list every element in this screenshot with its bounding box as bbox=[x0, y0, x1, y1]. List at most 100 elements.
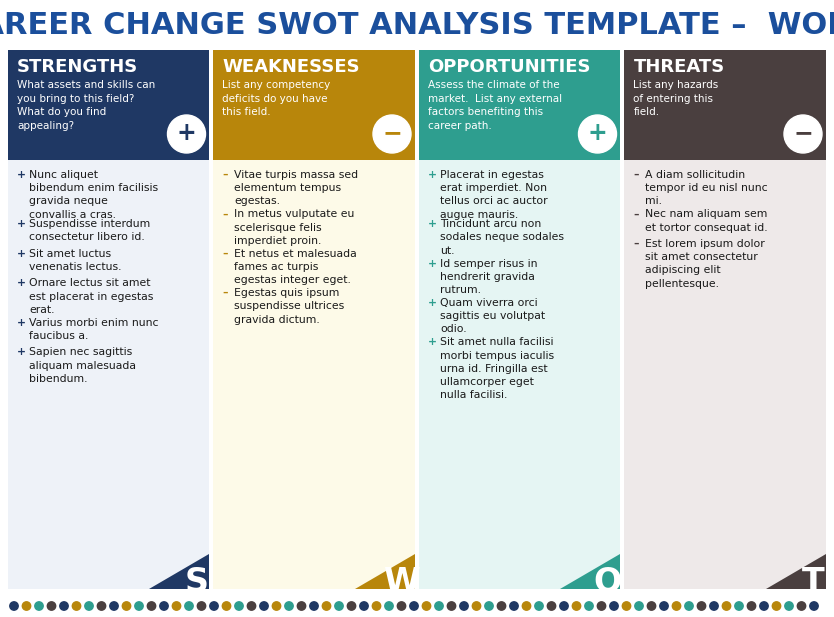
Circle shape bbox=[810, 602, 818, 610]
Text: +: + bbox=[588, 121, 607, 145]
Text: Egestas quis ipsum
suspendisse ultrices
gravida dictum.: Egestas quis ipsum suspendisse ultrices … bbox=[234, 288, 344, 325]
Text: Sapien nec sagittis
aliquam malesuada
bibendum.: Sapien nec sagittis aliquam malesuada bi… bbox=[29, 347, 136, 384]
Circle shape bbox=[597, 602, 605, 610]
Text: +: + bbox=[428, 298, 437, 308]
Circle shape bbox=[235, 602, 244, 610]
Circle shape bbox=[622, 602, 631, 610]
Circle shape bbox=[510, 602, 518, 610]
Circle shape bbox=[223, 602, 231, 610]
Text: Quam viverra orci
sagittis eu volutpat
odio.: Quam viverra orci sagittis eu volutpat o… bbox=[440, 298, 545, 334]
FancyBboxPatch shape bbox=[214, 50, 415, 160]
Circle shape bbox=[784, 115, 822, 153]
Circle shape bbox=[535, 602, 543, 610]
Circle shape bbox=[572, 602, 580, 610]
Text: +: + bbox=[17, 278, 26, 288]
FancyBboxPatch shape bbox=[8, 50, 209, 160]
Text: –: – bbox=[634, 209, 639, 220]
Circle shape bbox=[485, 602, 493, 610]
Text: −: − bbox=[382, 121, 402, 145]
Text: S: S bbox=[184, 566, 208, 598]
Circle shape bbox=[422, 602, 430, 610]
Text: What assets and skills can
you bring to this field?
What do you find
appealing?: What assets and skills can you bring to … bbox=[17, 80, 155, 131]
Circle shape bbox=[185, 602, 193, 610]
Circle shape bbox=[373, 115, 411, 153]
Text: +: + bbox=[17, 170, 26, 180]
Circle shape bbox=[210, 602, 219, 610]
Circle shape bbox=[347, 602, 355, 610]
Text: Et netus et malesuada
fames ac turpis
egestas integer eget.: Et netus et malesuada fames ac turpis eg… bbox=[234, 249, 357, 285]
FancyBboxPatch shape bbox=[8, 160, 209, 589]
Polygon shape bbox=[560, 554, 620, 589]
Text: Id semper risus in
hendrerit gravida
rutrum.: Id semper risus in hendrerit gravida rut… bbox=[440, 259, 537, 295]
Text: W: W bbox=[384, 566, 420, 598]
Circle shape bbox=[309, 602, 319, 610]
Circle shape bbox=[372, 602, 380, 610]
Circle shape bbox=[98, 602, 106, 610]
FancyBboxPatch shape bbox=[419, 160, 620, 589]
Circle shape bbox=[260, 602, 269, 610]
Text: CAREER CHANGE SWOT ANALYSIS TEMPLATE –  WORD: CAREER CHANGE SWOT ANALYSIS TEMPLATE – W… bbox=[0, 10, 834, 39]
Text: THREATS: THREATS bbox=[634, 58, 725, 76]
Circle shape bbox=[560, 602, 568, 610]
Circle shape bbox=[522, 602, 530, 610]
Text: A diam sollicitudin
tempor id eu nisl nunc
mi.: A diam sollicitudin tempor id eu nisl nu… bbox=[646, 170, 768, 207]
Circle shape bbox=[447, 602, 455, 610]
Polygon shape bbox=[149, 554, 209, 589]
Circle shape bbox=[760, 602, 768, 610]
Circle shape bbox=[435, 602, 443, 610]
Text: O: O bbox=[593, 566, 621, 598]
FancyBboxPatch shape bbox=[625, 160, 826, 589]
Circle shape bbox=[497, 602, 505, 610]
Circle shape bbox=[635, 602, 643, 610]
Circle shape bbox=[198, 602, 206, 610]
Circle shape bbox=[585, 602, 593, 610]
Text: –: – bbox=[634, 170, 639, 180]
Circle shape bbox=[785, 602, 793, 610]
Text: Suspendisse interdum
consectetur libero id.: Suspendisse interdum consectetur libero … bbox=[29, 219, 150, 242]
Circle shape bbox=[148, 602, 156, 610]
Circle shape bbox=[248, 602, 256, 610]
Circle shape bbox=[73, 602, 81, 610]
Text: In metus vulputate eu
scelerisque felis
imperdiet proin.: In metus vulputate eu scelerisque felis … bbox=[234, 209, 355, 246]
Circle shape bbox=[685, 602, 693, 610]
Circle shape bbox=[168, 115, 205, 153]
Text: Nunc aliquet
bibendum enim facilisis
gravida neque
convallis a cras.: Nunc aliquet bibendum enim facilisis gra… bbox=[29, 170, 158, 220]
Circle shape bbox=[547, 602, 555, 610]
Circle shape bbox=[579, 115, 616, 153]
Text: STRENGTHS: STRENGTHS bbox=[17, 58, 138, 76]
FancyBboxPatch shape bbox=[214, 160, 415, 589]
Circle shape bbox=[384, 602, 393, 610]
Text: –: – bbox=[223, 209, 228, 220]
Text: Varius morbi enim nunc
faucibus a.: Varius morbi enim nunc faucibus a. bbox=[29, 318, 158, 341]
Circle shape bbox=[697, 602, 706, 610]
Circle shape bbox=[10, 602, 18, 610]
FancyBboxPatch shape bbox=[419, 50, 620, 160]
Circle shape bbox=[722, 602, 731, 610]
Circle shape bbox=[797, 602, 806, 610]
Text: Placerat in egestas
erat imperdiet. Non
tellus orci ac auctor
augue mauris.: Placerat in egestas erat imperdiet. Non … bbox=[440, 170, 548, 220]
Text: +: + bbox=[17, 347, 26, 357]
Polygon shape bbox=[355, 554, 415, 589]
Circle shape bbox=[322, 602, 331, 610]
Text: –: – bbox=[634, 239, 639, 249]
Circle shape bbox=[772, 602, 781, 610]
Circle shape bbox=[110, 602, 118, 610]
Text: +: + bbox=[428, 259, 437, 268]
Circle shape bbox=[48, 602, 56, 610]
Text: +: + bbox=[17, 219, 26, 229]
Text: OPPORTUNITIES: OPPORTUNITIES bbox=[428, 58, 590, 76]
Text: Sit amet luctus
venenatis lectus.: Sit amet luctus venenatis lectus. bbox=[29, 249, 122, 272]
Circle shape bbox=[710, 602, 718, 610]
Text: −: − bbox=[793, 121, 813, 145]
Circle shape bbox=[472, 602, 480, 610]
Circle shape bbox=[272, 602, 281, 610]
Text: –: – bbox=[223, 170, 228, 180]
Circle shape bbox=[135, 602, 143, 610]
Circle shape bbox=[23, 602, 31, 610]
Circle shape bbox=[610, 602, 618, 610]
Circle shape bbox=[334, 602, 344, 610]
Text: WEAKNESSES: WEAKNESSES bbox=[223, 58, 360, 76]
Circle shape bbox=[460, 602, 468, 610]
Text: Sit amet nulla facilisi
morbi tempus iaculis
urna id. Fringilla est
ullamcorper : Sit amet nulla facilisi morbi tempus iac… bbox=[440, 337, 554, 400]
Circle shape bbox=[735, 602, 743, 610]
